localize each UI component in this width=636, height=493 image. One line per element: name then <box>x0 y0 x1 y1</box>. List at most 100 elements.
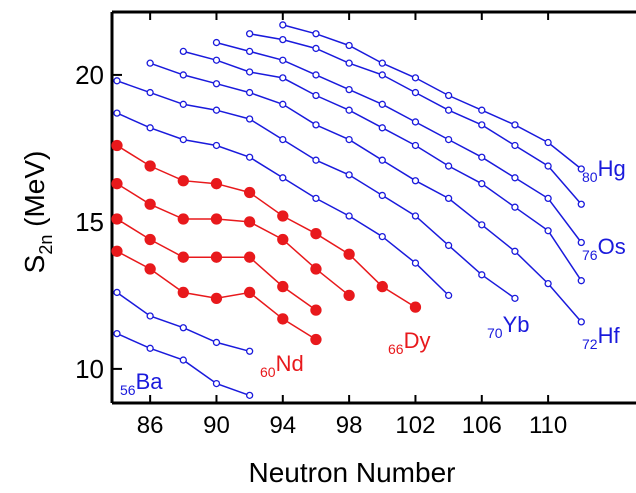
data-point <box>411 259 420 267</box>
series-label-z: 72 <box>582 336 598 352</box>
data-point <box>212 80 221 88</box>
data-point <box>411 74 420 82</box>
data-point <box>245 47 254 56</box>
series-label-z: 70 <box>487 325 503 341</box>
data-point <box>212 106 221 114</box>
data-point <box>378 124 386 132</box>
series-label-z: 56 <box>120 382 136 398</box>
data-point <box>312 44 320 53</box>
data-point <box>577 277 585 285</box>
data-point <box>378 100 386 108</box>
data-point <box>279 35 287 44</box>
y-tick-label: 20 <box>75 60 104 90</box>
series-label-symbol: Hf <box>598 323 621 348</box>
series-label-symbol: Ba <box>136 369 164 394</box>
series-label: 76Os <box>582 234 626 263</box>
data-point <box>279 174 287 182</box>
data-point <box>310 228 322 240</box>
data-point <box>312 121 320 129</box>
data-point <box>411 177 420 185</box>
series-label: 60Nd <box>260 351 304 380</box>
x-axis-title: Neutron Number <box>249 457 456 488</box>
data-point <box>111 139 123 152</box>
data-point <box>245 115 254 123</box>
data-point <box>511 121 519 129</box>
data-point <box>177 175 189 187</box>
data-point <box>310 263 322 275</box>
data-point <box>411 141 420 150</box>
data-point <box>378 156 386 164</box>
data-point <box>210 178 223 190</box>
data-point <box>277 210 289 222</box>
data-point <box>310 304 322 316</box>
series-line <box>282 24 582 170</box>
data-point <box>179 324 187 332</box>
data-point <box>144 263 156 275</box>
data-point <box>312 194 320 203</box>
series-label-z: 66 <box>388 341 404 357</box>
data-point <box>544 162 552 170</box>
data-point <box>378 59 386 67</box>
series-label-symbol: Nd <box>276 351 304 376</box>
data-point <box>577 200 585 208</box>
data-point <box>146 88 154 97</box>
data-point <box>113 288 121 297</box>
data-point <box>144 160 156 172</box>
x-tick-label: 106 <box>462 412 502 439</box>
series-label-z: 80 <box>582 169 598 185</box>
series-label-symbol: Yb <box>503 312 530 337</box>
data-point <box>279 56 287 64</box>
data-point <box>179 135 187 144</box>
x-tick-label: 86 <box>137 412 164 439</box>
data-point <box>511 203 519 211</box>
data-point <box>544 279 552 288</box>
y-title-main: S <box>19 255 50 274</box>
series-line <box>183 50 582 282</box>
data-point <box>544 194 552 203</box>
data-point <box>243 286 256 299</box>
data-point <box>113 109 121 117</box>
series-line <box>116 144 416 308</box>
data-point <box>243 251 256 263</box>
data-point <box>511 294 519 302</box>
data-point <box>243 186 256 199</box>
data-point <box>511 247 519 255</box>
series-label: 70Yb <box>487 312 530 341</box>
data-point <box>478 153 486 161</box>
data-point <box>478 106 486 114</box>
data-point <box>245 153 254 161</box>
y-axis-title: S2n (MeV) <box>19 151 56 274</box>
data-point <box>179 71 187 79</box>
series-label-symbol: Dy <box>404 328 431 353</box>
data-point <box>345 106 353 114</box>
data-point <box>478 180 486 188</box>
data-point <box>312 30 320 38</box>
data-point <box>111 178 123 190</box>
data-point <box>310 333 322 346</box>
data-point <box>444 241 453 250</box>
data-point <box>444 291 453 300</box>
data-point <box>577 318 585 326</box>
series-line <box>149 62 582 323</box>
data-point <box>277 233 289 246</box>
data-point <box>245 30 254 38</box>
data-point <box>144 198 156 210</box>
data-point <box>478 221 486 229</box>
series-line <box>116 183 350 296</box>
data-point <box>245 88 254 97</box>
data-point <box>345 85 353 94</box>
data-point <box>111 245 123 257</box>
data-point <box>411 212 420 220</box>
data-point <box>444 106 453 114</box>
data-point <box>478 121 486 129</box>
data-point <box>146 59 154 67</box>
data-point <box>279 74 287 82</box>
series-label-symbol: Hg <box>598 156 626 181</box>
data-point <box>511 141 519 150</box>
data-point <box>177 286 189 299</box>
data-point <box>312 71 320 79</box>
data-point <box>146 124 154 132</box>
data-point <box>245 391 254 400</box>
